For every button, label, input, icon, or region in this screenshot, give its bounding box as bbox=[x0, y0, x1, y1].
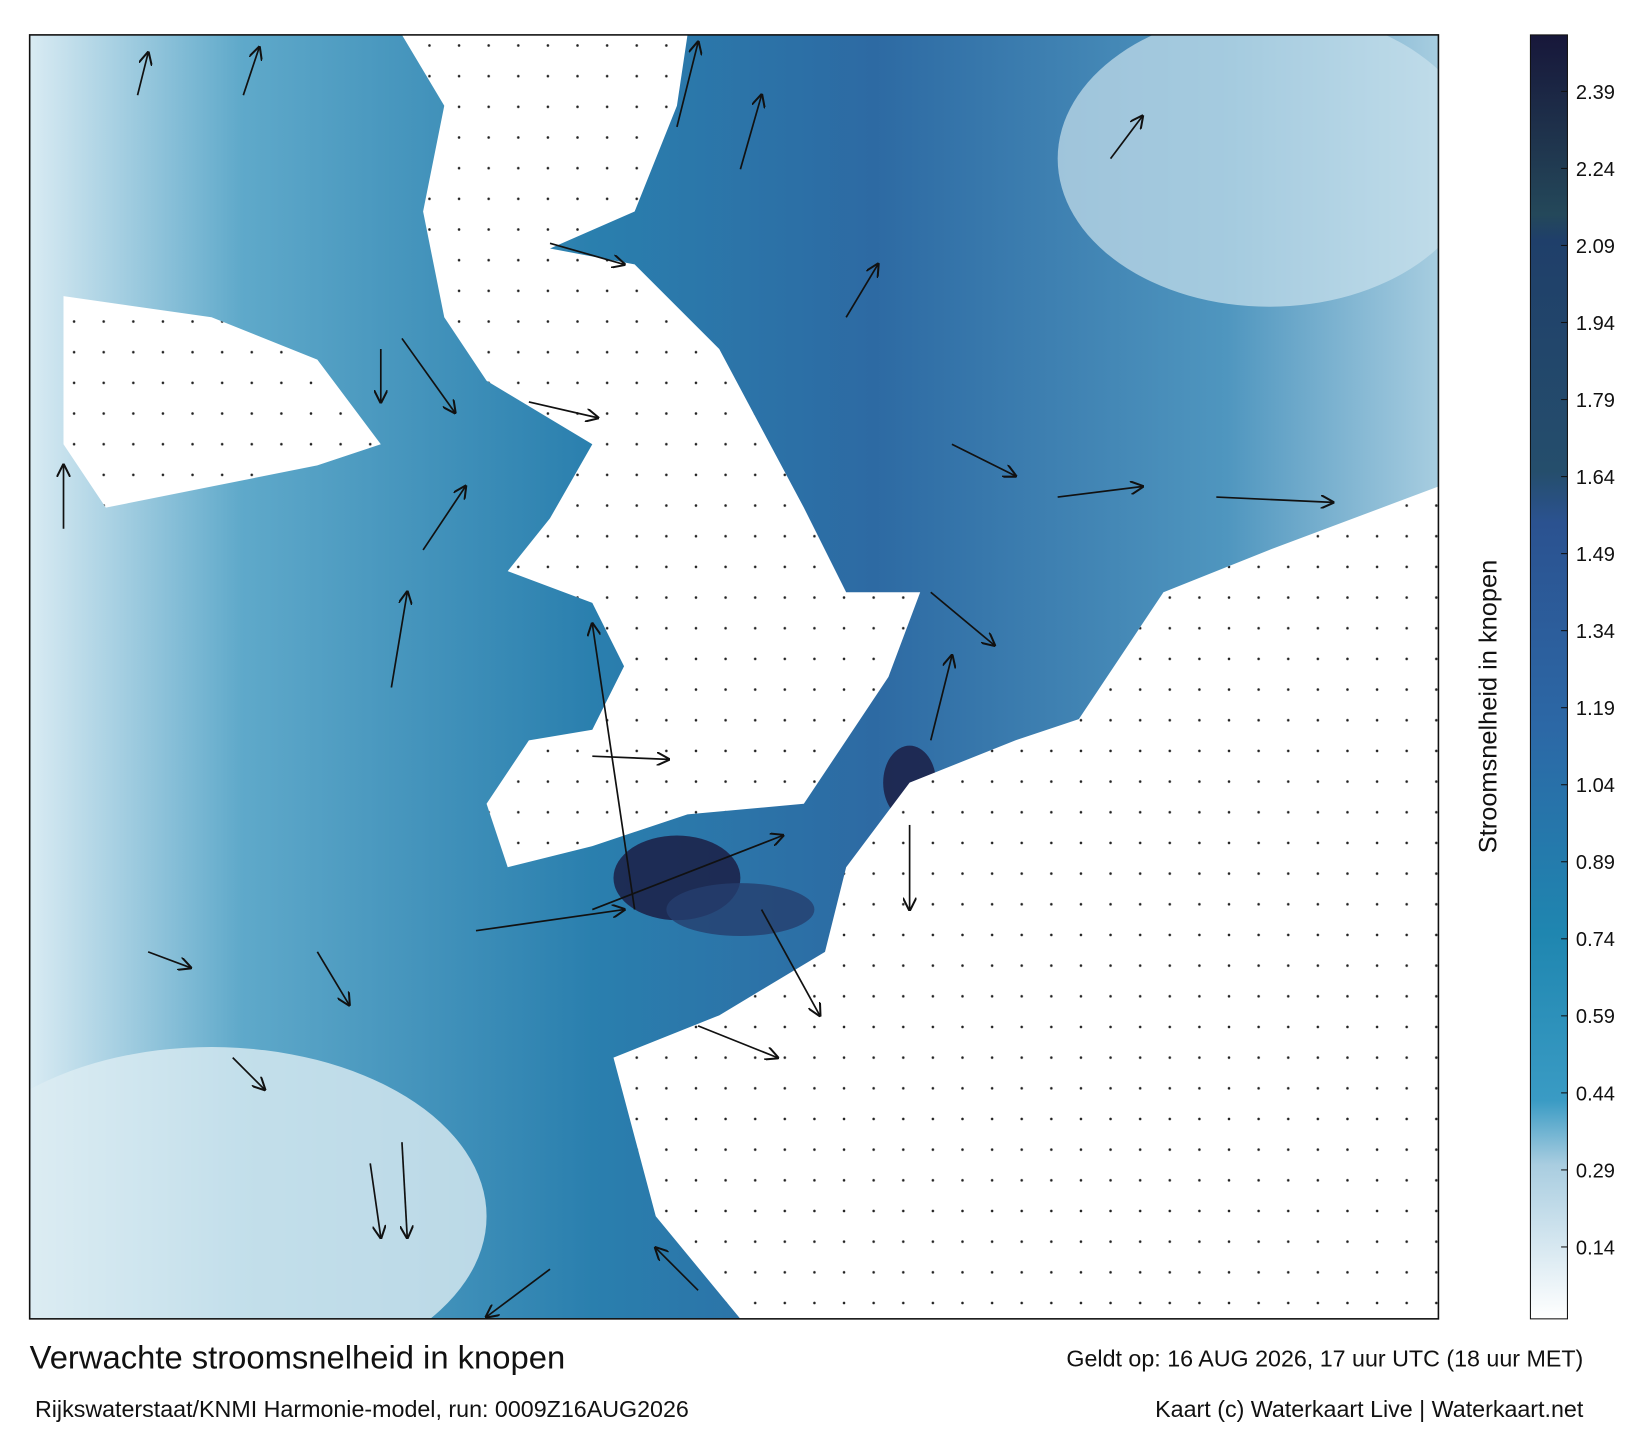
shallow bbox=[1057, 34, 1439, 307]
colorbar-tick-label: 0.44 bbox=[1576, 1083, 1615, 1105]
colorbar-tick-label: 1.49 bbox=[1576, 544, 1615, 566]
shallow bbox=[29, 1047, 487, 1319]
colorbar-tick-label: 1.94 bbox=[1576, 313, 1615, 335]
colorbar-tick-label: 2.24 bbox=[1576, 159, 1615, 181]
colorbar-tick-label: 2.09 bbox=[1576, 236, 1615, 258]
valid-time: Geldt op: 16 AUG 2026, 17 uur UTC (18 uu… bbox=[1066, 1345, 1583, 1371]
colorbar-tick-label: 0.29 bbox=[1576, 1160, 1615, 1182]
map-frame bbox=[28, 34, 1440, 1320]
colorbar-tick-label: 1.64 bbox=[1576, 467, 1615, 489]
colorbar-tick-label: 1.34 bbox=[1576, 621, 1615, 643]
model-run: Rijkswaterstaat/KNMI Harmonie-model, run… bbox=[35, 1396, 689, 1422]
deep-channel bbox=[666, 883, 815, 936]
colorbar-tick-label: 0.74 bbox=[1576, 929, 1615, 951]
colorbar-label: Stroomsnelheid in knopen bbox=[1475, 560, 1503, 853]
grid-dots bbox=[401, 34, 921, 868]
colorbar-tick-label: 0.89 bbox=[1576, 852, 1615, 874]
land bbox=[63, 34, 1439, 1319]
grid-dots bbox=[613, 486, 1439, 1319]
colorbar-tick-label: 1.04 bbox=[1576, 775, 1615, 797]
title: Verwachte stroomsnelheid in knopen bbox=[30, 1339, 566, 1376]
colorbar-tick-label: 1.19 bbox=[1576, 698, 1615, 720]
colorbar-ticks: 0.14 0.29 0.44 0.59 0.74 0.89 1.04 1.19 1.34 1.49… bbox=[1561, 82, 1615, 1259]
colorbar-tick-label: 1.79 bbox=[1576, 390, 1615, 412]
colorbar bbox=[1529, 34, 1568, 1320]
grid-dots bbox=[63, 296, 381, 508]
current-arrows bbox=[64, 42, 1333, 1316]
map bbox=[29, 34, 1439, 1319]
credit: Kaart (c) Waterkaart Live | Waterkaart.n… bbox=[1155, 1396, 1584, 1422]
colorbar-tick-label: 0.14 bbox=[1576, 1237, 1615, 1259]
colorbar-tick-label: 2.39 bbox=[1576, 82, 1615, 104]
colorbar-tick-label: 0.59 bbox=[1576, 1006, 1615, 1028]
